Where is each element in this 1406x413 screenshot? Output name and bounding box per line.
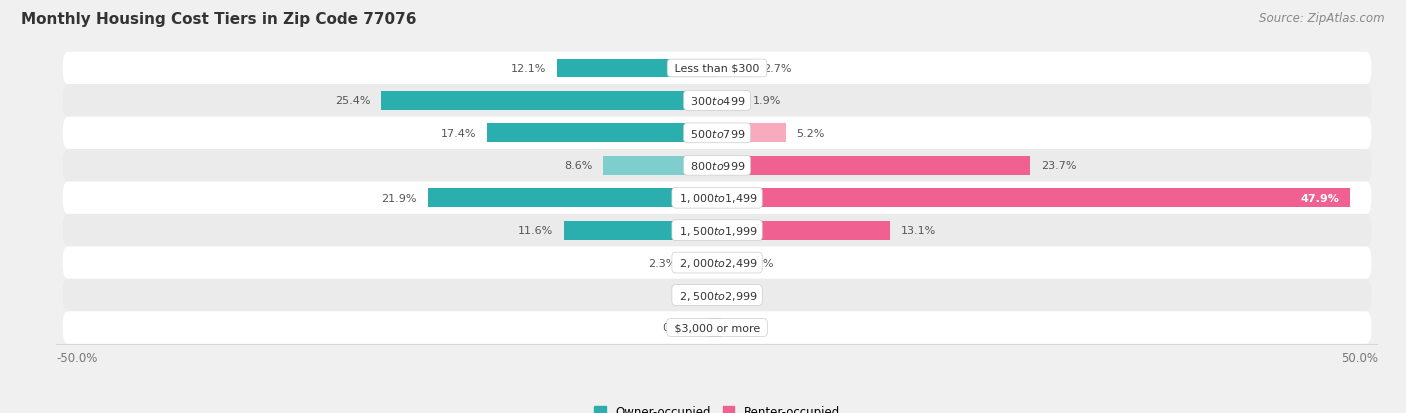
- Bar: [717, 254, 727, 272]
- Text: 0.79%: 0.79%: [738, 258, 773, 268]
- Bar: [486, 124, 717, 143]
- Bar: [717, 318, 721, 337]
- Text: 0.0%: 0.0%: [728, 290, 756, 300]
- FancyBboxPatch shape: [63, 182, 1371, 214]
- Text: $500 to $799: $500 to $799: [688, 128, 747, 140]
- Text: 5.2%: 5.2%: [796, 128, 825, 138]
- Text: $1,000 to $1,499: $1,000 to $1,499: [676, 192, 758, 205]
- Bar: [717, 157, 1031, 175]
- FancyBboxPatch shape: [63, 311, 1371, 344]
- Bar: [717, 189, 1350, 208]
- Text: 11.6%: 11.6%: [517, 225, 553, 235]
- Text: Less than $300: Less than $300: [671, 64, 763, 74]
- Bar: [717, 124, 786, 143]
- Text: 0.68%: 0.68%: [662, 323, 697, 332]
- Text: 2.3%: 2.3%: [648, 258, 676, 268]
- Text: 50.0%: 50.0%: [1341, 351, 1378, 364]
- Text: $1,500 to $1,999: $1,500 to $1,999: [676, 224, 758, 237]
- Text: Monthly Housing Cost Tiers in Zip Code 77076: Monthly Housing Cost Tiers in Zip Code 7…: [21, 12, 416, 27]
- Text: 8.6%: 8.6%: [564, 161, 593, 171]
- Text: $2,000 to $2,499: $2,000 to $2,499: [676, 256, 758, 269]
- FancyBboxPatch shape: [63, 85, 1371, 117]
- Text: 12.1%: 12.1%: [512, 64, 547, 74]
- Text: 21.9%: 21.9%: [381, 193, 418, 203]
- Text: 13.1%: 13.1%: [901, 225, 936, 235]
- Text: $2,500 to $2,999: $2,500 to $2,999: [676, 289, 758, 302]
- Text: $300 to $499: $300 to $499: [688, 95, 747, 107]
- Bar: [717, 92, 742, 111]
- Text: 23.7%: 23.7%: [1040, 161, 1077, 171]
- Text: 47.9%: 47.9%: [1301, 193, 1340, 203]
- Text: 2.7%: 2.7%: [763, 64, 792, 74]
- Text: Source: ZipAtlas.com: Source: ZipAtlas.com: [1260, 12, 1385, 25]
- Text: 0.0%: 0.0%: [678, 290, 706, 300]
- Bar: [717, 221, 890, 240]
- Text: -50.0%: -50.0%: [56, 351, 97, 364]
- Text: 0.36%: 0.36%: [733, 323, 768, 332]
- Bar: [709, 318, 717, 337]
- FancyBboxPatch shape: [63, 247, 1371, 279]
- Bar: [717, 59, 752, 78]
- Text: 17.4%: 17.4%: [441, 128, 477, 138]
- Bar: [686, 254, 717, 272]
- Bar: [564, 221, 717, 240]
- Bar: [603, 157, 717, 175]
- Text: 25.4%: 25.4%: [335, 96, 371, 106]
- Text: $800 to $999: $800 to $999: [688, 160, 747, 172]
- FancyBboxPatch shape: [63, 52, 1371, 85]
- FancyBboxPatch shape: [63, 150, 1371, 182]
- FancyBboxPatch shape: [63, 279, 1371, 311]
- Bar: [427, 189, 717, 208]
- Bar: [557, 59, 717, 78]
- Bar: [381, 92, 717, 111]
- FancyBboxPatch shape: [63, 214, 1371, 247]
- Legend: Owner-occupied, Renter-occupied: Owner-occupied, Renter-occupied: [593, 406, 841, 413]
- Text: 1.9%: 1.9%: [752, 96, 782, 106]
- FancyBboxPatch shape: [63, 117, 1371, 150]
- Text: $3,000 or more: $3,000 or more: [671, 323, 763, 332]
